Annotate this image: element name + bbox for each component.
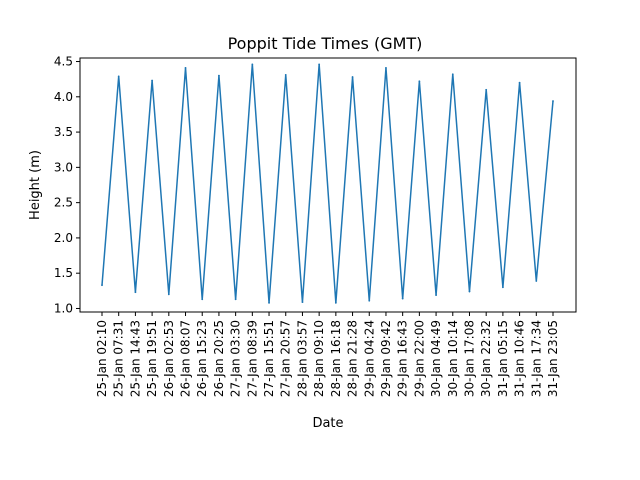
x-tick-label: 26-Jan 08:07 [179, 320, 193, 397]
x-axis: 25-Jan 02:10 25-Jan 07:31 25-Jan 14:43 25-J… [95, 312, 560, 397]
data-point [418, 80, 421, 83]
x-tick-label: 29-Jan 09:42 [379, 320, 393, 397]
data-point [535, 280, 538, 282]
data-point [501, 286, 504, 289]
data-point [151, 79, 154, 82]
data-point [368, 299, 371, 302]
y-axis: 1.0 1.5 2.0 2.5 3.0 3.5 4.0 4.5 [54, 55, 80, 315]
x-tick-label: 28-Jan 09:10 [312, 320, 326, 397]
data-point [468, 290, 471, 293]
x-tick-label: 25-Jan 02:10 [95, 320, 109, 397]
x-tick-label: 28-Jan 21:28 [346, 320, 360, 397]
x-tick-label: 30-Jan 22:32 [479, 320, 493, 397]
y-tick-label: 2.5 [54, 196, 73, 210]
data-point [518, 81, 521, 84]
data-point [485, 88, 488, 91]
series-layer [101, 63, 554, 304]
y-tick-label: 1.0 [54, 301, 73, 315]
x-tick-label: 31-Jan 17:34 [529, 320, 543, 397]
data-point [251, 63, 254, 66]
x-tick-label: 25-Jan 19:51 [145, 320, 159, 397]
x-tick-label: 25-Jan 07:31 [112, 320, 126, 397]
y-tick-label: 4.5 [54, 55, 73, 69]
data-point [268, 301, 270, 304]
data-point [201, 298, 204, 301]
data-point [101, 284, 103, 287]
chart-title: Poppit Tide Times (GMT) [228, 34, 423, 53]
x-axis-label: Date [312, 416, 343, 431]
data-point [318, 63, 321, 66]
y-tick-label: 4.0 [54, 90, 73, 104]
x-tick-label: 29-Jan 16:43 [396, 320, 410, 397]
data-point [184, 66, 187, 69]
data-point [435, 294, 437, 296]
x-tick-label: 27-Jan 15:51 [262, 320, 276, 397]
y-axis-label: Height (m) [28, 150, 43, 220]
x-tick-label: 30-Jan 17:08 [462, 320, 476, 397]
x-tick-label: 25-Jan 14:43 [128, 320, 142, 397]
x-tick-label: 29-Jan 04:24 [362, 320, 376, 397]
x-tick-label: 26-Jan 02:53 [162, 320, 176, 397]
data-point [351, 76, 354, 78]
y-tick-label: 3.5 [54, 125, 73, 139]
x-tick-label: 29-Jan 22:00 [412, 320, 426, 397]
data-point [167, 293, 170, 296]
data-point [134, 291, 137, 294]
data-point [284, 74, 287, 76]
x-tick-label: 27-Jan 20:57 [279, 320, 293, 397]
y-tick-label: 3.0 [54, 160, 73, 174]
data-point [451, 73, 454, 76]
series-line [101, 63, 554, 304]
data-point [401, 297, 404, 300]
x-tick-label: 30-Jan 04:49 [429, 320, 443, 397]
x-tick-label: 28-Jan 16:18 [329, 320, 343, 397]
x-tick-label: 31-Jan 05:15 [496, 320, 510, 397]
data-point [385, 66, 387, 69]
data-point [334, 301, 337, 304]
data-point [218, 74, 220, 77]
x-tick-label: 31-Jan 10:46 [513, 320, 527, 397]
data-point [117, 75, 120, 78]
y-tick-label: 1.5 [54, 266, 73, 280]
x-tick-label: 30-Jan 10:14 [446, 320, 460, 397]
plot-frame [79, 57, 577, 313]
x-tick-label: 27-Jan 03:30 [229, 320, 243, 397]
data-point [301, 301, 304, 304]
x-tick-label: 27-Jan 08:39 [245, 320, 259, 397]
y-tick-label: 2.0 [54, 231, 73, 245]
data-point [552, 100, 554, 102]
x-tick-label: 31-Jan 23:05 [546, 320, 560, 397]
x-tick-label: 28-Jan 03:57 [295, 320, 309, 397]
x-tick-label: 26-Jan 20:25 [212, 320, 226, 397]
data-point [234, 298, 237, 301]
x-tick-label: 26-Jan 15:23 [195, 320, 209, 397]
